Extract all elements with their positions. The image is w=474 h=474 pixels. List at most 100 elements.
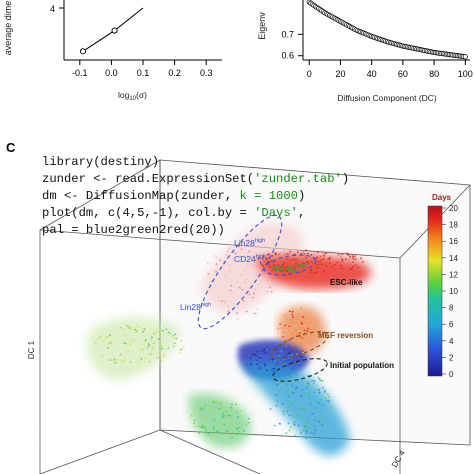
cloud-point <box>274 355 277 357</box>
cloud-point <box>245 310 248 313</box>
cloud-point <box>273 370 275 373</box>
cloud-point <box>325 262 328 264</box>
cloud-point <box>248 250 250 253</box>
panel-c-region-outlines <box>197 214 329 382</box>
cloud-point <box>239 426 241 429</box>
cloud-point <box>160 345 163 348</box>
cloud-point <box>229 289 232 292</box>
cloud-point <box>190 414 193 416</box>
cloud-point <box>287 408 289 411</box>
cloud-point <box>290 403 293 406</box>
cloud-point <box>198 432 201 435</box>
cloud-point <box>311 379 313 382</box>
cloud-point <box>218 408 221 410</box>
cloud-point <box>287 364 290 367</box>
axis-dc4-label: DC 4 <box>390 448 407 469</box>
panel-a-ylabel: average dime <box>3 1 13 56</box>
cloud-point <box>142 331 145 333</box>
axis-dc1-label: DC 1 <box>27 340 36 359</box>
cloud-point <box>268 267 271 269</box>
cloud-point <box>221 405 224 408</box>
panel-b-xlabel: Diffusion Component (DC) <box>337 93 437 103</box>
cloud-point <box>349 255 351 258</box>
cloud-point <box>251 353 254 355</box>
cloud-point <box>336 261 339 264</box>
cloud-point <box>317 260 320 263</box>
cloud-point <box>264 364 267 367</box>
cloud-point <box>291 307 294 310</box>
cloud-point <box>232 259 235 261</box>
cloud-point <box>282 349 284 351</box>
cloud-point <box>346 253 349 256</box>
cloud-point <box>142 349 144 351</box>
cloud-point <box>219 259 221 261</box>
cloud-point <box>323 251 325 254</box>
cloud-point <box>249 356 252 359</box>
cloud-point <box>231 423 234 425</box>
cloud-point <box>292 316 294 319</box>
cloud-point <box>361 261 364 263</box>
panel-c-point-cloud <box>86 223 371 456</box>
cloud-point <box>303 427 306 429</box>
cloud-point <box>215 401 218 404</box>
panel-b-y-ticks: 0.7 0.6 <box>281 29 303 61</box>
cloud-point <box>295 386 298 389</box>
cloud-point <box>221 415 224 417</box>
cloud-point <box>252 247 255 249</box>
cloud-point <box>301 341 304 344</box>
cloud-point <box>324 261 326 263</box>
cloud-point <box>309 413 312 416</box>
cloud-point <box>292 359 295 361</box>
cloud-point <box>288 339 290 342</box>
cloud-point <box>232 309 235 312</box>
cloud-point <box>114 362 117 364</box>
cloud-point <box>291 392 294 394</box>
cloud-point <box>213 254 216 257</box>
cloud-point <box>318 409 321 412</box>
cloud-point <box>316 266 319 269</box>
cloud-point <box>300 333 302 336</box>
panel-a-x-tick-label: 0.3 <box>200 68 213 78</box>
cloud-point <box>256 308 259 310</box>
cloud-point <box>291 352 294 355</box>
cloud-point <box>270 290 273 293</box>
cloud-point <box>293 422 295 425</box>
cloud-point <box>320 422 323 424</box>
cloud-point <box>322 387 324 389</box>
cloud-point <box>325 252 327 255</box>
cloud-point <box>265 274 268 277</box>
cloud-point <box>260 355 263 358</box>
cloud-point <box>276 383 279 386</box>
cloud-point <box>111 340 113 343</box>
cloud-point <box>246 363 249 365</box>
mef-reversion-outline <box>271 331 329 359</box>
cloud-point <box>305 437 307 440</box>
panel-a-x-ticks: -0.1 0.0 0.1 0.2 0.3 <box>72 60 212 78</box>
cloud-point <box>134 328 137 331</box>
cloud-point <box>213 400 216 403</box>
cloud-point <box>284 363 286 366</box>
panel-c-scatter-points <box>94 243 364 440</box>
cloud-point <box>284 269 286 271</box>
cloud-point <box>294 258 297 261</box>
cloud-point <box>253 292 255 295</box>
cloud-point <box>304 421 307 424</box>
cloud-point <box>281 402 284 405</box>
code-line: dm <- DiffusionMap(zunder, k = 1000) <box>42 189 305 203</box>
cloud-point <box>159 333 162 336</box>
cloud-point <box>248 293 251 296</box>
cloud-point <box>329 256 331 259</box>
cloud-point <box>293 392 295 394</box>
cloud-point <box>261 265 263 267</box>
cloud-point <box>268 259 271 262</box>
cloud-point <box>240 273 243 276</box>
colorbar-tick-label: 4 <box>449 337 454 346</box>
panel-a-y-tick-label: 4 <box>50 4 55 14</box>
cloud-point <box>269 408 272 410</box>
cloud-point <box>231 436 234 439</box>
cloud-point <box>298 332 301 335</box>
panel-b-points <box>306 0 468 60</box>
cloud-point <box>300 395 303 398</box>
cloud-point <box>256 363 258 366</box>
cloud-point <box>330 406 333 408</box>
